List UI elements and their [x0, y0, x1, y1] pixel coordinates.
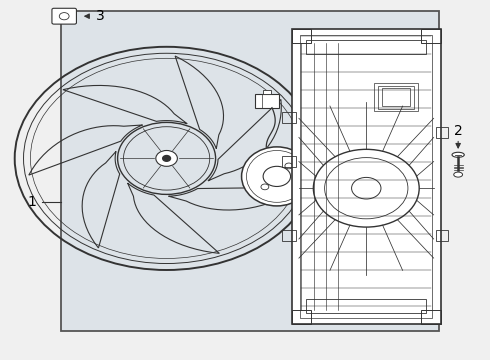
Bar [306, 299, 426, 313]
Bar [300, 35, 432, 318]
Circle shape [156, 150, 177, 166]
Bar [263, 90, 271, 94]
Text: 1: 1 [27, 195, 36, 208]
Bar [421, 310, 441, 324]
Text: 2: 2 [454, 125, 463, 138]
Bar [292, 29, 441, 324]
Bar [292, 310, 311, 324]
FancyBboxPatch shape [52, 8, 76, 24]
Bar [61, 11, 439, 331]
Bar [282, 112, 296, 123]
Text: 3: 3 [96, 9, 104, 23]
Ellipse shape [454, 172, 463, 177]
Bar [306, 40, 426, 54]
Bar [374, 83, 418, 112]
Bar [255, 94, 279, 108]
Bar [378, 86, 414, 109]
Bar [282, 156, 296, 167]
Circle shape [314, 149, 419, 227]
Bar [282, 230, 296, 241]
Ellipse shape [242, 147, 312, 206]
Circle shape [163, 156, 171, 161]
Ellipse shape [452, 152, 465, 157]
Bar [421, 29, 441, 43]
Bar [382, 89, 410, 106]
Bar [436, 127, 448, 138]
Bar [292, 29, 311, 43]
Bar [436, 230, 448, 241]
